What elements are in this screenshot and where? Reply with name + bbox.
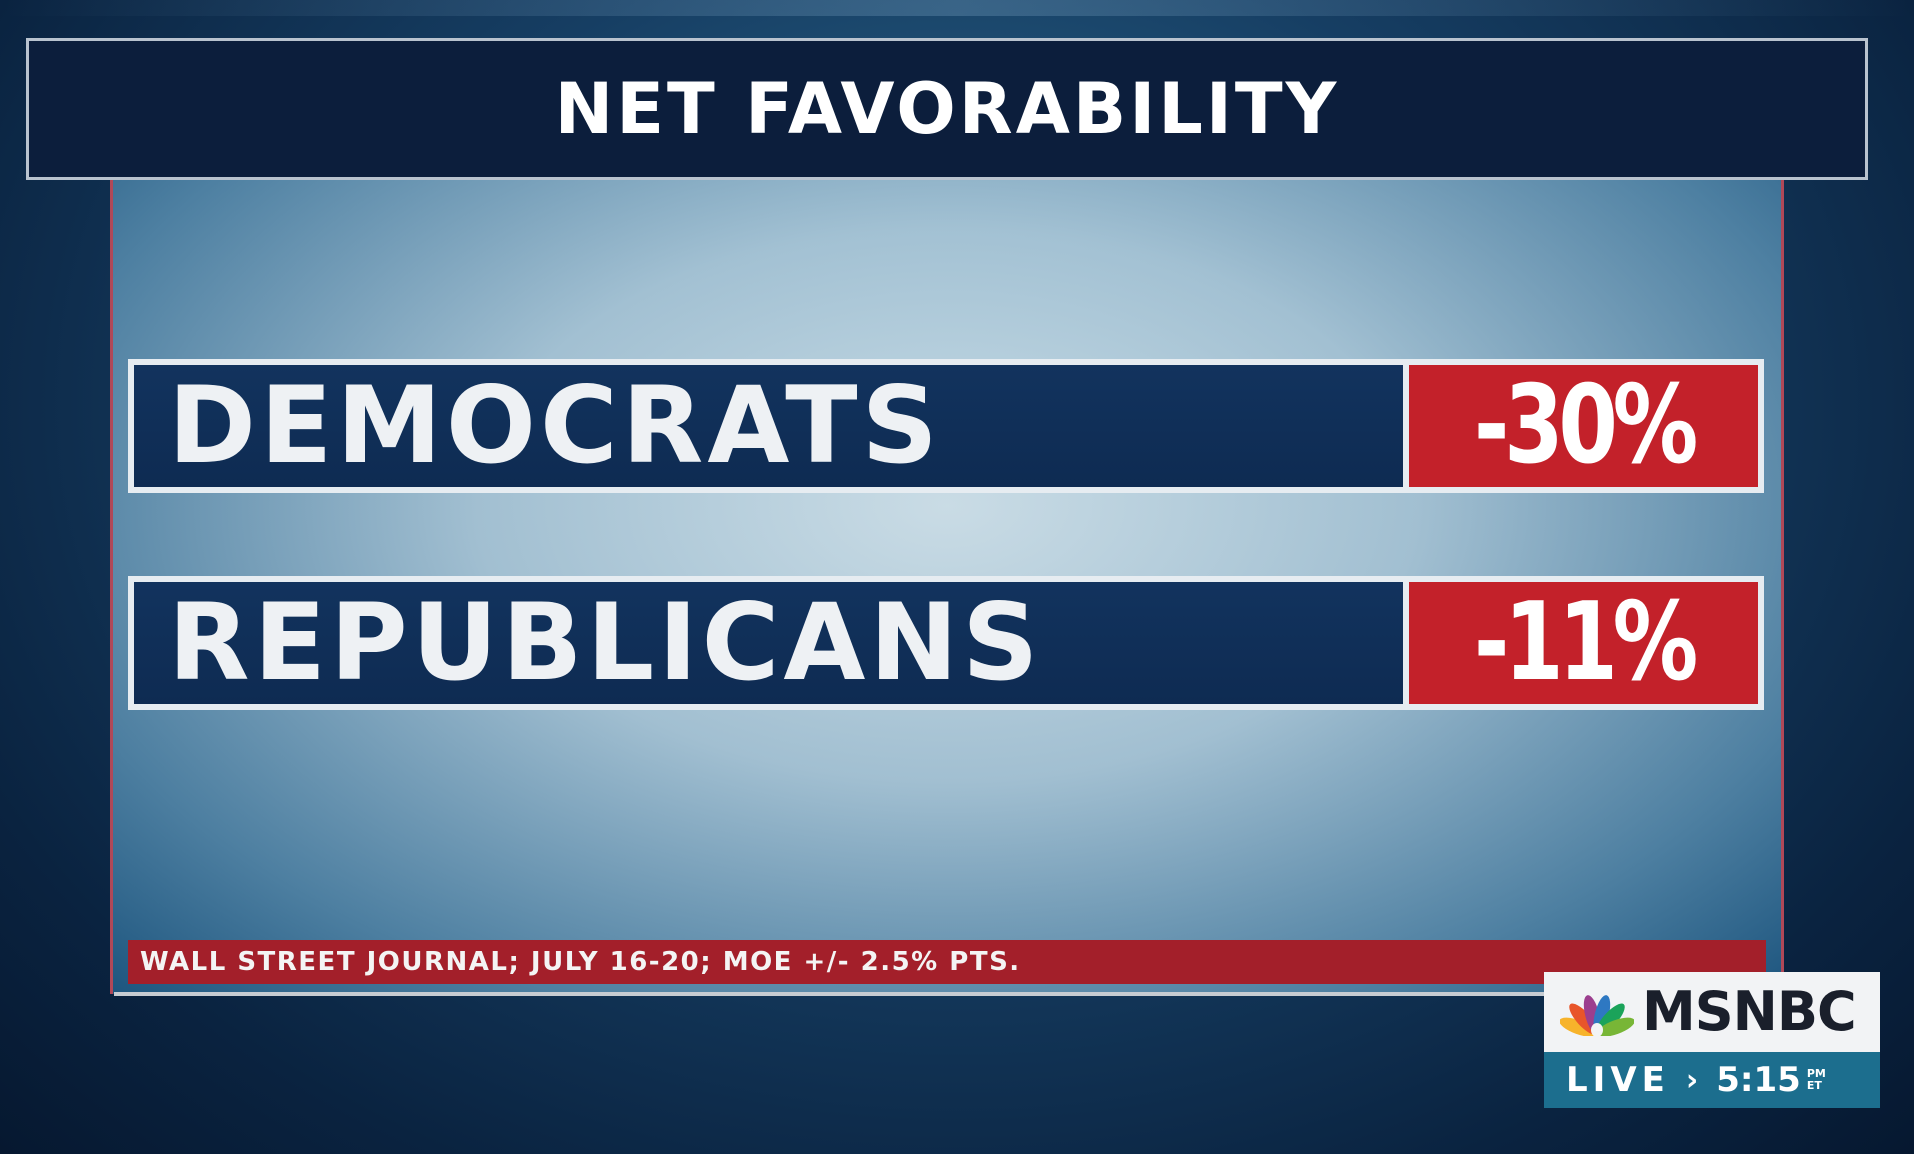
title-bar: NET FAVORABILITY	[26, 38, 1868, 180]
chevron-right-icon: ›	[1685, 1062, 1699, 1098]
row-label-box: DEMOCRATS	[134, 365, 1403, 487]
live-bar: LIVE › 5:15 PM ET	[1544, 1052, 1880, 1108]
time-label: 5:15	[1716, 1060, 1801, 1100]
row-value-box: -30%	[1409, 365, 1758, 487]
row-label: REPUBLICANS	[168, 581, 1043, 704]
row-democrats: DEMOCRATS -30%	[128, 359, 1764, 493]
background-light-streak	[0, 0, 1914, 16]
logo-top: MSNBC	[1544, 972, 1880, 1052]
row-value-box: -11%	[1409, 582, 1758, 704]
row-label: DEMOCRATS	[168, 364, 942, 487]
source-text: WALL STREET JOURNAL; JULY 16-20; MOE +/-…	[140, 947, 1021, 977]
graphic-title: NET FAVORABILITY	[554, 68, 1340, 150]
source-bar: WALL STREET JOURNAL; JULY 16-20; MOE +/-…	[128, 940, 1766, 984]
time-suffix: PM ET	[1807, 1068, 1826, 1092]
panel-bottom-divider	[114, 992, 1784, 996]
row-label-box: REPUBLICANS	[134, 582, 1403, 704]
row-value: -30%	[1473, 363, 1698, 488]
timezone-label: ET	[1806, 1079, 1822, 1092]
network-name: MSNBC	[1642, 980, 1857, 1043]
peacock-logo-icon	[1560, 995, 1634, 1036]
row-republicans: REPUBLICANS -11%	[128, 576, 1764, 710]
live-label: LIVE	[1566, 1060, 1670, 1100]
ampm-label: PM	[1806, 1067, 1826, 1080]
network-bug: MSNBC LIVE › 5:15 PM ET	[1544, 972, 1880, 1108]
row-value: -11%	[1473, 580, 1698, 705]
